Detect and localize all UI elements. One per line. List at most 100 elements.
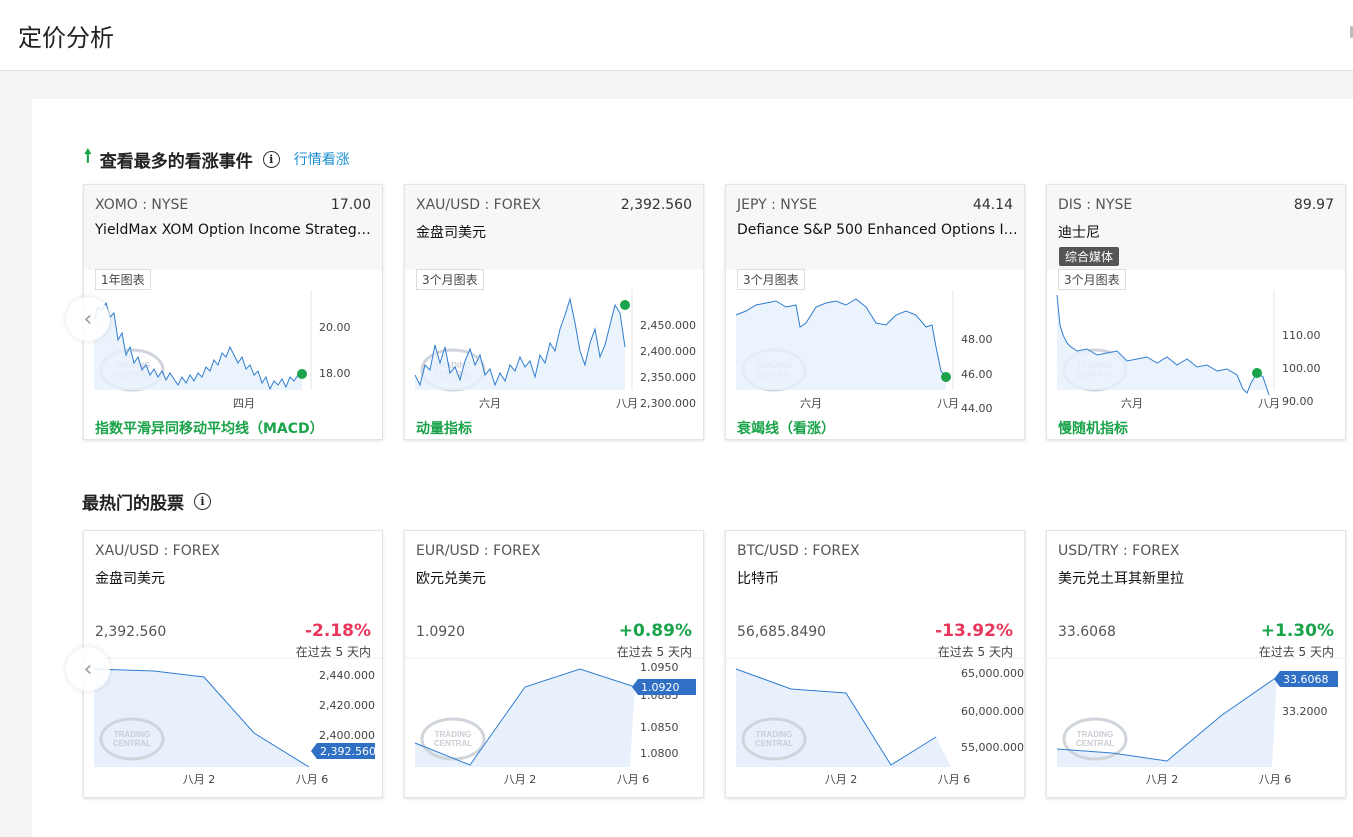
chart-area <box>1057 677 1277 767</box>
y-tick-label: 110.00 <box>1282 329 1321 342</box>
change-period: 在过去 5 天内 <box>1258 645 1334 659</box>
current-price-flag <box>311 743 375 759</box>
chevron-left-icon: ‹ <box>83 656 93 682</box>
card-header: JEPY : NYSE 44.14 Defiance S&P 500 Enhance… <box>726 185 1024 270</box>
signal-dot <box>620 300 630 310</box>
change-period: 在过去 5 天内 <box>937 645 1013 659</box>
popular-stocks-heading: 最热门的股票 i <box>82 489 211 514</box>
y-tick-label: 2,440.000 <box>319 669 375 682</box>
popular-stock-card[interactable]: XAU/USD : FOREX 金盘司美元 2,392.560 -2.18% 在过去 5… <box>83 530 383 798</box>
symbol-label: EUR/USD : FOREX <box>416 543 541 559</box>
card-header: DIS : NYSE 89.97 迪士尼 综合媒体 <box>1047 185 1345 270</box>
watermark-text: CENTRAL <box>755 739 793 748</box>
carousel-prev-button-events[interactable]: ‹ <box>66 297 110 341</box>
change-period: 在过去 5 天内 <box>295 645 371 659</box>
watermark-logo-icon <box>1062 717 1128 761</box>
chart-line <box>1056 294 1270 396</box>
card-header: XAU/USD : FOREX 金盘司美元 2,392.560 -2.18% 在过去 5… <box>84 531 382 659</box>
price-chart[interactable]: TRADINGCENTRAL1.09501.08851.08501.08001.… <box>405 531 703 799</box>
event-name-link[interactable]: 慢随机指标 <box>1058 421 1128 437</box>
chart-line <box>93 668 310 768</box>
info-icon[interactable]: i <box>194 493 211 510</box>
event-name-link[interactable]: 衰竭线（看涨） <box>737 421 835 437</box>
x-tick-label: 六月 <box>479 397 501 410</box>
symbol-label: XOMO : NYSE <box>95 197 189 213</box>
event-name-link[interactable]: 动量指标 <box>416 421 472 437</box>
bullish-events-title: 查看最多的看涨事件 <box>99 151 253 172</box>
signal-dot <box>297 369 307 379</box>
y-tick-label: 1.0950 <box>640 661 679 674</box>
x-tick-label: 八月 2 <box>504 773 537 786</box>
watermark-logo-icon <box>741 717 807 761</box>
scroll-indicator <box>1350 26 1353 38</box>
y-tick-label: 2,400.000 <box>640 345 696 358</box>
percent-change: +1.30% <box>1260 621 1334 641</box>
event-card[interactable]: XAU/USD : FOREX2,392.560金盘司美元TRADINGCENT… <box>404 184 704 440</box>
event-name-link[interactable]: 指数平滑异同移动平均线（MACD） <box>95 421 324 437</box>
card-header: XOMO : NYSE 17.00 YieldMax XOM Option Inco… <box>84 185 382 270</box>
last-price: 33.6068 <box>1058 624 1116 640</box>
y-tick-label: 2,450.000 <box>640 319 696 332</box>
change-period: 在过去 5 天内 <box>616 645 692 659</box>
event-card[interactable]: XOMO : NYSE 17.00 YieldMax XOM Option Inco… <box>83 184 383 440</box>
chart-range-label: 3个月图表 <box>1058 269 1126 290</box>
current-price-flag-label: 33.6068 <box>1283 673 1329 686</box>
percent-change: +0.89% <box>618 621 692 641</box>
carousel-prev-button-popular[interactable]: ‹ <box>66 647 110 691</box>
watermark-text: CENTRAL <box>1076 739 1114 748</box>
current-price-flag-label: 2,392.560 <box>320 745 376 758</box>
chart-area <box>415 669 635 767</box>
percent-change: -13.92% <box>935 621 1013 641</box>
info-icon[interactable]: i <box>262 150 280 168</box>
chevron-left-icon: ‹ <box>83 306 93 332</box>
event-card[interactable]: JEPY : NYSE 44.14 Defiance S&P 500 Enhance… <box>725 184 1025 440</box>
symbol-label: XAU/USD : FOREX <box>416 197 541 213</box>
price-value: 17.00 <box>330 197 371 213</box>
watermark-logo-icon <box>420 717 486 761</box>
y-tick-label: 100.00 <box>1282 362 1321 375</box>
x-tick-label: 八月 <box>937 397 959 410</box>
bullish-trend-link[interactable]: 行情看涨 <box>293 152 350 168</box>
y-tick-label: 2,400.000 <box>319 729 375 742</box>
last-price: 2,392.560 <box>95 624 167 640</box>
x-tick-label: 八月 6 <box>1259 773 1292 786</box>
chart-area <box>94 669 309 767</box>
watermark-text: TRADING <box>435 730 471 739</box>
popular-stock-card[interactable]: USD/TRY : FOREX 美元兑土耳其新里拉 33.6068 +1.30% 在过去… <box>1046 530 1346 798</box>
chart-area <box>94 303 302 390</box>
popular-stock-card[interactable]: BTC/USD : FOREX 比特币 56,685.8490 -13.92% 在过去 … <box>725 530 1025 798</box>
y-tick-label: 44.00 <box>961 402 993 415</box>
y-tick-label: 2,420.000 <box>319 699 375 712</box>
y-tick-label: 20.00 <box>319 321 351 334</box>
current-price-flag <box>1274 671 1338 687</box>
y-tick-label: 65,000.0000 <box>961 667 1024 680</box>
percent-change: -2.18% <box>304 621 371 641</box>
chart-line <box>414 297 626 387</box>
chart-line <box>414 668 636 766</box>
watermark-text: CENTRAL <box>113 739 151 748</box>
price-value: 2,392.560 <box>620 197 692 213</box>
popular-stock-card[interactable]: EUR/USD : FOREX 欧元兑美元 1.0920 +0.89% 在过去 5 天内… <box>404 530 704 798</box>
price-value: 89.97 <box>1293 197 1334 213</box>
x-tick-label: 八月 6 <box>296 773 329 786</box>
price-chart[interactable]: TRADINGCENTRAL2,450.0002,400.0002,350.00… <box>405 185 703 441</box>
x-tick-label: 八月 <box>616 397 638 410</box>
chart-area <box>415 299 625 390</box>
x-tick-label: 六月 <box>1121 397 1143 410</box>
watermark-text: TRADING <box>1077 730 1113 739</box>
last-price: 56,685.8490 <box>737 624 827 640</box>
chart-area <box>1057 295 1269 395</box>
y-tick-label: 1.0850 <box>640 721 679 734</box>
y-tick-label: 1.0800 <box>640 747 679 760</box>
x-tick-label: 六月 <box>800 397 822 410</box>
y-tick-label: 33.2000 <box>1282 705 1328 718</box>
symbol-label: DIS : NYSE <box>1058 197 1133 213</box>
chart-range-label: 1年图表 <box>95 269 151 290</box>
event-card[interactable]: DIS : NYSE89.97迪士尼综合媒体TRADINGCENTRAL110.… <box>1046 184 1346 440</box>
